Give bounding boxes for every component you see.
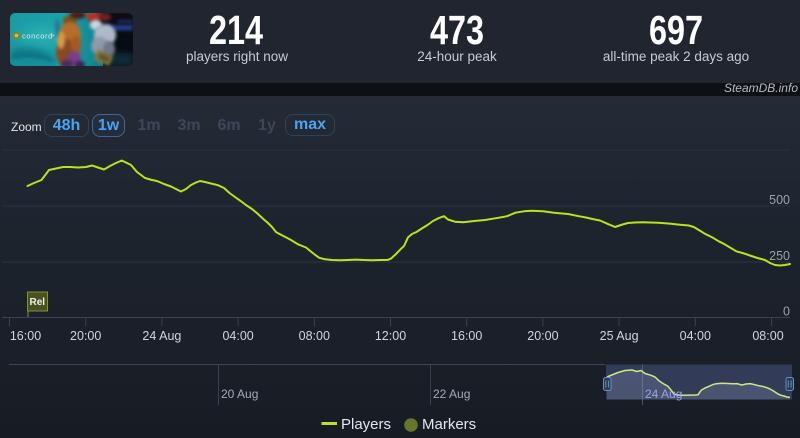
svg-text:20 Aug: 20 Aug [221, 387, 258, 401]
svg-text:24 Aug: 24 Aug [142, 329, 181, 343]
svg-text:22 Aug: 22 Aug [433, 387, 470, 401]
svg-text:08:00: 08:00 [752, 329, 783, 343]
svg-text:Players: Players [341, 416, 391, 433]
svg-text:24 Aug: 24 Aug [645, 387, 682, 401]
svg-text:25 Aug: 25 Aug [600, 329, 639, 343]
svg-text:20:00: 20:00 [70, 329, 101, 343]
svg-text:500: 500 [769, 193, 790, 207]
svg-text:12:00: 12:00 [375, 329, 406, 343]
svg-text:04:00: 04:00 [222, 329, 253, 343]
svg-text:20:00: 20:00 [527, 329, 558, 343]
svg-text:Markers: Markers [422, 416, 476, 433]
svg-text:250: 250 [769, 249, 790, 263]
svg-text:16:00: 16:00 [451, 329, 482, 343]
svg-text:16:00: 16:00 [10, 329, 41, 343]
svg-text:08:00: 08:00 [299, 329, 330, 343]
svg-text:04:00: 04:00 [680, 329, 711, 343]
svg-text:Rel: Rel [30, 297, 46, 308]
svg-text:concord: concord [22, 31, 53, 40]
svg-text:0: 0 [783, 305, 790, 319]
